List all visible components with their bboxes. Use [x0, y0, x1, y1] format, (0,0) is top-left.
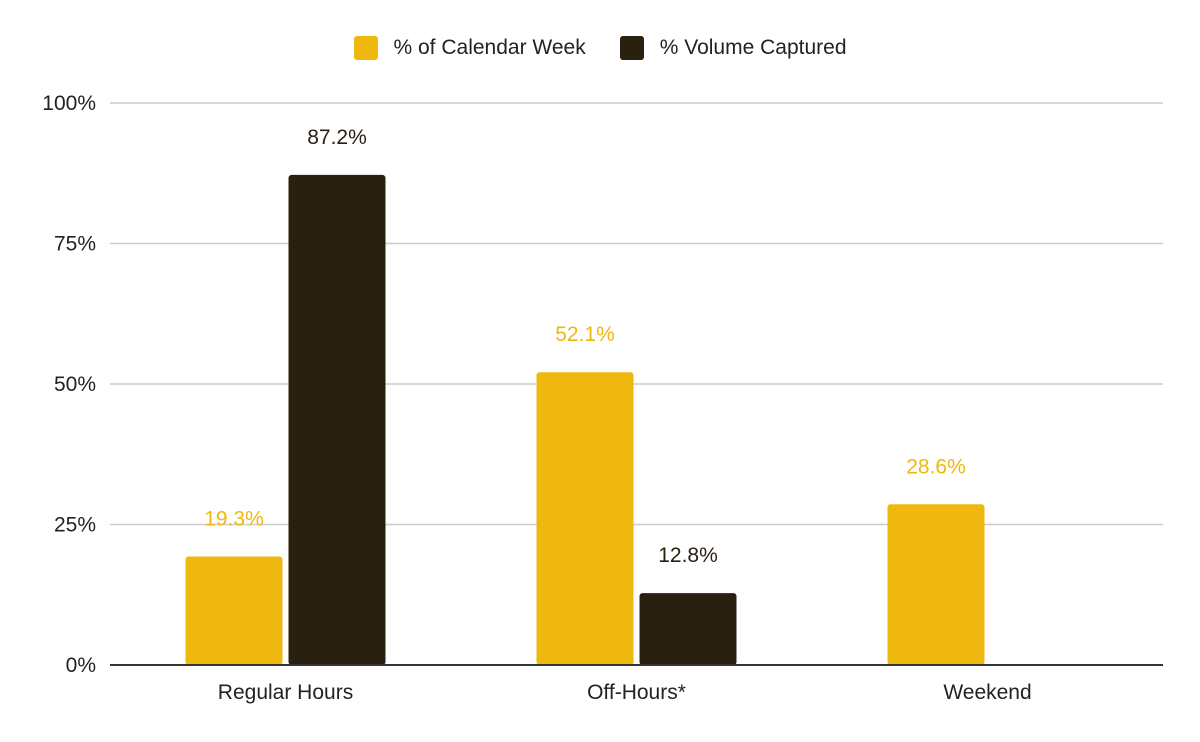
- x-tick-label: Weekend: [943, 681, 1031, 704]
- y-tick-label: 100%: [42, 92, 96, 115]
- x-axis-ticks: Regular Hours Off-Hours* Weekend: [218, 681, 1032, 704]
- data-label: 28.6%: [906, 455, 966, 478]
- bar-volume-captured[interactable]: [288, 174, 386, 665]
- legend-swatch-volume-captured: [619, 36, 644, 60]
- y-tick-label: 50%: [54, 373, 96, 396]
- bars: [185, 174, 985, 665]
- legend-label-calendar-week: % of Calendar Week: [393, 36, 586, 59]
- bar-calendar-week[interactable]: [185, 556, 283, 665]
- bar-volume-captured[interactable]: [639, 593, 737, 665]
- y-tick-label: 25%: [54, 514, 96, 537]
- gridlines: [110, 102, 1163, 526]
- bar-calendar-week[interactable]: [887, 504, 985, 665]
- y-axis-ticks: 0% 25% 50% 75% 100%: [42, 92, 96, 677]
- legend-swatch-calendar-week: [353, 36, 378, 60]
- x-tick-label: Off-Hours*: [587, 681, 686, 704]
- legend-label-volume-captured: % Volume Captured: [659, 36, 847, 59]
- y-tick-label: 75%: [54, 233, 96, 256]
- legend-item-volume-captured[interactable]: % Volume Captured: [619, 36, 847, 60]
- data-label: 19.3%: [204, 508, 264, 531]
- data-labels: 19.3% 87.2% 52.1% 12.8% 28.6%: [204, 126, 966, 567]
- data-label: 87.2%: [307, 126, 367, 149]
- bar-calendar-week[interactable]: [536, 372, 634, 665]
- data-label: 52.1%: [555, 323, 615, 346]
- x-tick-label: Regular Hours: [218, 681, 353, 704]
- legend: % of Calendar Week % Volume Captured: [0, 36, 1200, 60]
- legend-item-calendar-week[interactable]: % of Calendar Week: [353, 36, 586, 60]
- data-label: 12.8%: [658, 544, 718, 567]
- y-tick-label: 0%: [66, 654, 96, 677]
